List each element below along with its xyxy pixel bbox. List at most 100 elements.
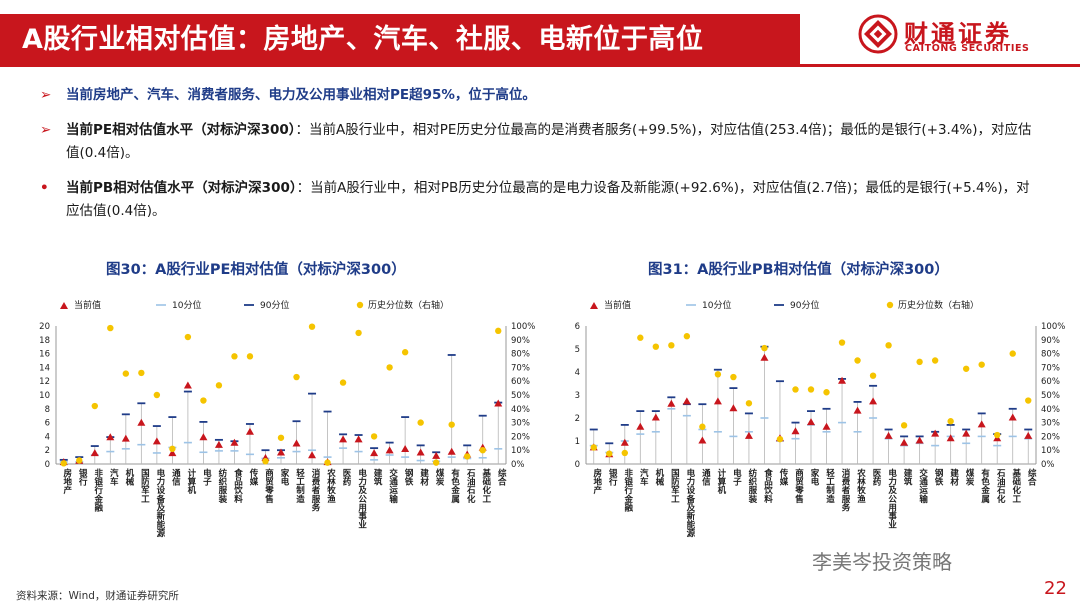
x-tick-char: 商 [795,468,804,479]
x-tick-char: 算 [718,477,727,488]
x-tick-char: 行 [608,477,618,488]
pct-marker [432,459,440,466]
current-value-marker [277,448,285,456]
y-tick-label: 12 [39,377,50,387]
current-value-marker [106,433,115,441]
current-value-marker [447,447,456,455]
x-tick-char: 饮 [763,485,773,496]
pct-marker [730,373,737,381]
x-tick-char: 能 [687,520,696,531]
legend-label: 10分位 [172,299,201,311]
x-tick-label: 传媒 [249,468,259,488]
x-tick-char: 贸 [265,477,274,488]
x-tick-char: 地 [594,477,603,488]
x-tick-char: 通 [172,468,181,479]
x-tick-label: 建材 [949,468,959,488]
watermark: 李美岑投资策略 [812,550,952,574]
x-tick-label: 房地产 [594,468,603,496]
bullet-item: ➢ 当前PE相对估值水平（对标沪深300）：当前A股行业中，相对PE历史分位最高… [40,119,1040,165]
current-value-marker [869,397,878,405]
x-tick-char: 及 [157,503,166,513]
x-tick-label: 家电 [811,468,820,488]
x-tick-char: 纺 [749,468,758,479]
y-tick-label: 10 [39,391,50,401]
current-value-marker [90,449,99,457]
x-tick-char: 械 [656,477,665,488]
x-tick-char: 力 [687,477,696,488]
x-tick-label: 基础化工 [1011,468,1021,505]
x-tick-char: 汽 [110,468,119,479]
pb-chart: 当前值 10分位 90分位 历史分位数（右轴）01234560%10%20%30%40… [575,299,1066,539]
x-tick-char: 业 [888,520,897,531]
x-tick-char: 煤 [436,468,445,479]
x-tick-char: 源 [687,528,696,539]
x-tick-char: 林 [327,477,336,488]
current-value-marker [183,381,192,389]
logo-cn: 财通证券 [904,20,1012,48]
pct-marker [792,386,799,393]
header-divider [0,64,1080,67]
x-tick-char: 食 [764,468,773,479]
x-tick-char: 铁 [405,477,414,488]
current-value-marker [121,434,130,442]
y-tick-label: 3 [575,391,580,401]
x-tick-char: 非 [95,468,104,479]
x-tick-label: 通信 [702,468,711,488]
x-tick-label: 商贸零售 [264,468,274,505]
pct-marker [947,418,954,425]
pct-marker [417,419,424,426]
current-value-marker [416,448,425,456]
bullet-text: 当前房地产、汽车、消费者服务、电力及公用事业相对PE超95%，位于高位。 [66,87,536,103]
x-tick-label: 机械 [126,468,135,488]
pct-marker [683,333,691,340]
x-tick-char: 油 [467,477,476,488]
pct-marker [916,358,923,366]
current-value-marker [214,440,223,448]
x-tick-char: 工 [671,495,680,505]
pe-chart: 当前值 10分位 90分位 历史分位数（右轴） 0 2 4 6 8 10 12 14 16 18 20 0% 1… [39,299,535,539]
pct-marker [401,349,409,356]
x-tick-label: 钢铁 [935,468,944,488]
x-tick-char: 防 [671,477,680,488]
x-tick-label: 交通运输 [919,468,928,505]
x-tick-label: 电子 [733,468,742,488]
x-tick-char: 属 [981,494,990,505]
x-tick-char: 金 [624,494,634,505]
x-tick-label: 建筑 [903,468,913,488]
logo-mark-icon [858,14,898,54]
x-tick-char: 公 [358,495,367,505]
y2-tick-label: 0% [1041,460,1055,470]
x-tick-char: 工 [826,478,835,488]
x-tick-char: 建 [373,468,383,479]
x-tick-label: 传媒 [779,468,789,488]
x-tick-label: 汽车 [640,468,649,488]
x-tick-char: 机 [656,468,665,479]
pct-marker [308,323,316,330]
x-tick-label: 医药 [343,469,352,488]
current-value-marker [385,446,394,454]
x-tick-char: 务 [842,502,851,513]
x-tick-label: 银行 [78,468,88,488]
x-tick-label: 农林牧渔 [856,468,866,505]
x-tick-char: 电 [733,468,742,479]
x-tick-char: 电 [157,468,166,479]
pct-marker [978,361,985,368]
y2-tick-label: 70% [1041,363,1060,373]
current-value-marker [667,399,676,407]
bullet-item: • 当前PB相对估值水平（对标沪深300）：当前A股行业中，相对PB历史分位最高… [40,177,1040,223]
pct-marker [668,342,675,349]
x-tick-char: 综 [1028,468,1037,479]
pct-marker [262,458,269,465]
x-tick-char: 煤 [966,468,975,479]
pct-marker [184,333,192,341]
x-tick-char: 运 [389,486,398,496]
x-tick-label: 农林牧渔 [326,468,336,505]
x-tick-char: 机 [188,485,197,496]
current-value-marker [168,449,177,457]
x-tick-char: 力 [358,477,367,488]
x-tick-char: 械 [126,477,135,488]
current-value-marker [900,438,909,446]
x-tick-char: 品 [234,478,243,488]
x-tick-char: 输 [919,494,928,505]
pct-marker [994,431,1001,439]
